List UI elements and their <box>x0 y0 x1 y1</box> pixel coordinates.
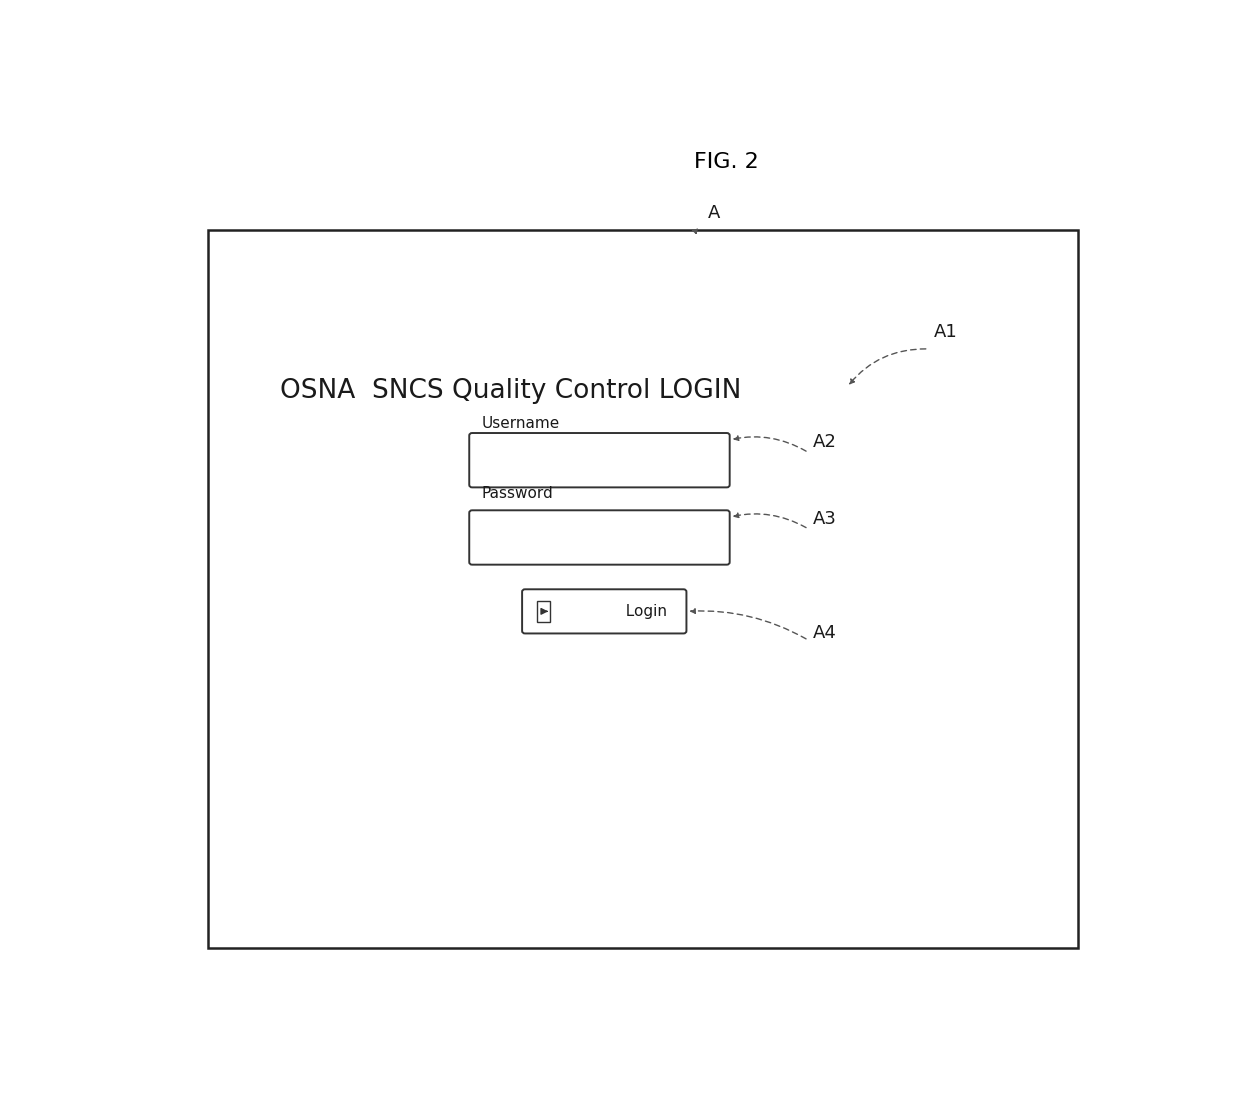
Text: A4: A4 <box>813 624 837 642</box>
FancyBboxPatch shape <box>208 231 1078 947</box>
Text: A: A <box>708 204 720 222</box>
FancyBboxPatch shape <box>469 511 729 565</box>
Text: A2: A2 <box>813 433 837 451</box>
Text: A3: A3 <box>813 510 837 528</box>
Text: A1: A1 <box>934 323 957 341</box>
Text: Username: Username <box>481 416 560 431</box>
Text: Password: Password <box>481 486 553 501</box>
Text: FIG. 2: FIG. 2 <box>694 152 759 172</box>
Text: OSNA  SNCS Quality Control LOGIN: OSNA SNCS Quality Control LOGIN <box>280 378 742 405</box>
FancyBboxPatch shape <box>469 433 729 488</box>
FancyBboxPatch shape <box>522 589 687 633</box>
Text: Login: Login <box>616 603 667 619</box>
FancyBboxPatch shape <box>537 601 551 622</box>
